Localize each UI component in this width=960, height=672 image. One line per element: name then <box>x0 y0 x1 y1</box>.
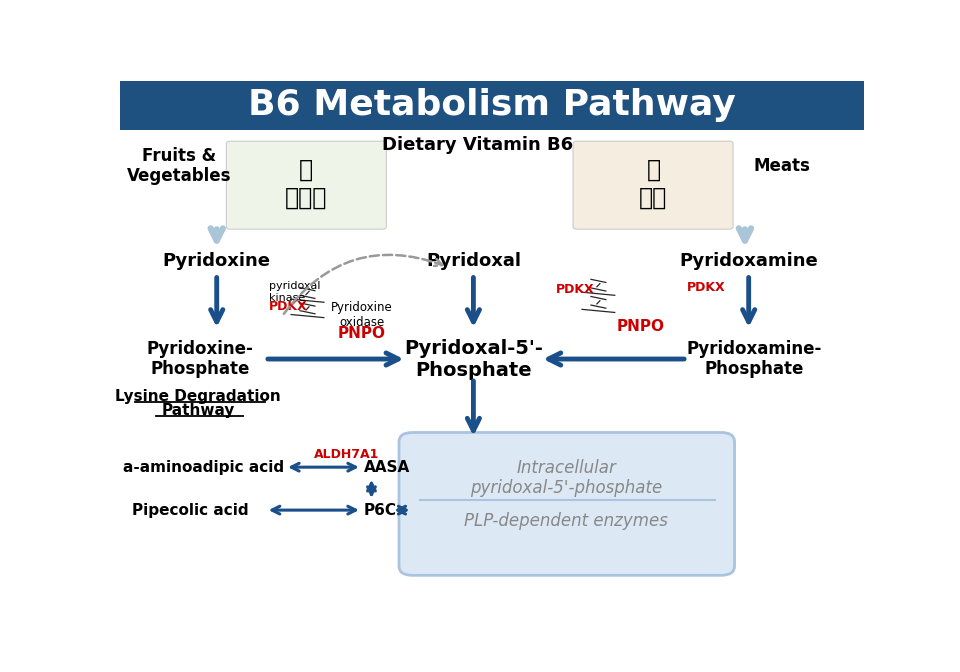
Text: PDKX: PDKX <box>269 300 307 312</box>
Text: Pyridoxine: Pyridoxine <box>162 252 271 269</box>
Text: pyridoxal-5'-phosphate: pyridoxal-5'-phosphate <box>470 479 662 497</box>
Text: a-aminoadipic acid: a-aminoadipic acid <box>123 460 284 474</box>
Text: Intracellular: Intracellular <box>516 459 616 476</box>
Text: Meats: Meats <box>754 157 810 175</box>
FancyBboxPatch shape <box>120 81 864 130</box>
Text: AASA: AASA <box>364 460 410 474</box>
Text: Pyridoxamine-
Phosphate: Pyridoxamine- Phosphate <box>686 339 822 378</box>
Text: Fruits &
Vegetables: Fruits & Vegetables <box>128 146 231 185</box>
Text: B6 Metabolism Pathway: B6 Metabolism Pathway <box>248 88 736 122</box>
Text: pyridoxal
kinase: pyridoxal kinase <box>269 281 321 302</box>
Text: Pyridoxine-
Phosphate: Pyridoxine- Phosphate <box>147 339 253 378</box>
Text: Lysine Degradation: Lysine Degradation <box>115 389 281 404</box>
Text: P6C: P6C <box>364 503 397 517</box>
Text: PNPO: PNPO <box>616 319 664 334</box>
Text: 🍗
🥩🪵: 🍗 🥩🪵 <box>639 158 667 210</box>
FancyBboxPatch shape <box>227 141 386 229</box>
Text: Pyridoxal: Pyridoxal <box>426 252 521 269</box>
Text: ALDH7A1: ALDH7A1 <box>314 448 379 461</box>
FancyBboxPatch shape <box>573 141 733 229</box>
Text: Pyridoxamine: Pyridoxamine <box>680 252 818 269</box>
Text: PNPO: PNPO <box>338 326 386 341</box>
Text: PDKX: PDKX <box>687 281 726 294</box>
Text: Pyridoxine
oxidase: Pyridoxine oxidase <box>331 300 393 329</box>
Text: PDKX: PDKX <box>556 283 594 296</box>
Text: Dietary Vitamin B6: Dietary Vitamin B6 <box>381 136 573 155</box>
Text: Pathway: Pathway <box>161 403 235 418</box>
Text: Pipecolic acid: Pipecolic acid <box>132 503 249 517</box>
Text: 🥕
🍅🧺🥦: 🥕 🍅🧺🥦 <box>285 158 327 210</box>
FancyBboxPatch shape <box>399 433 734 575</box>
Text: PLP-dependent enzymes: PLP-dependent enzymes <box>465 513 668 530</box>
Text: Pyridoxal-5'-
Phosphate: Pyridoxal-5'- Phosphate <box>404 339 542 380</box>
